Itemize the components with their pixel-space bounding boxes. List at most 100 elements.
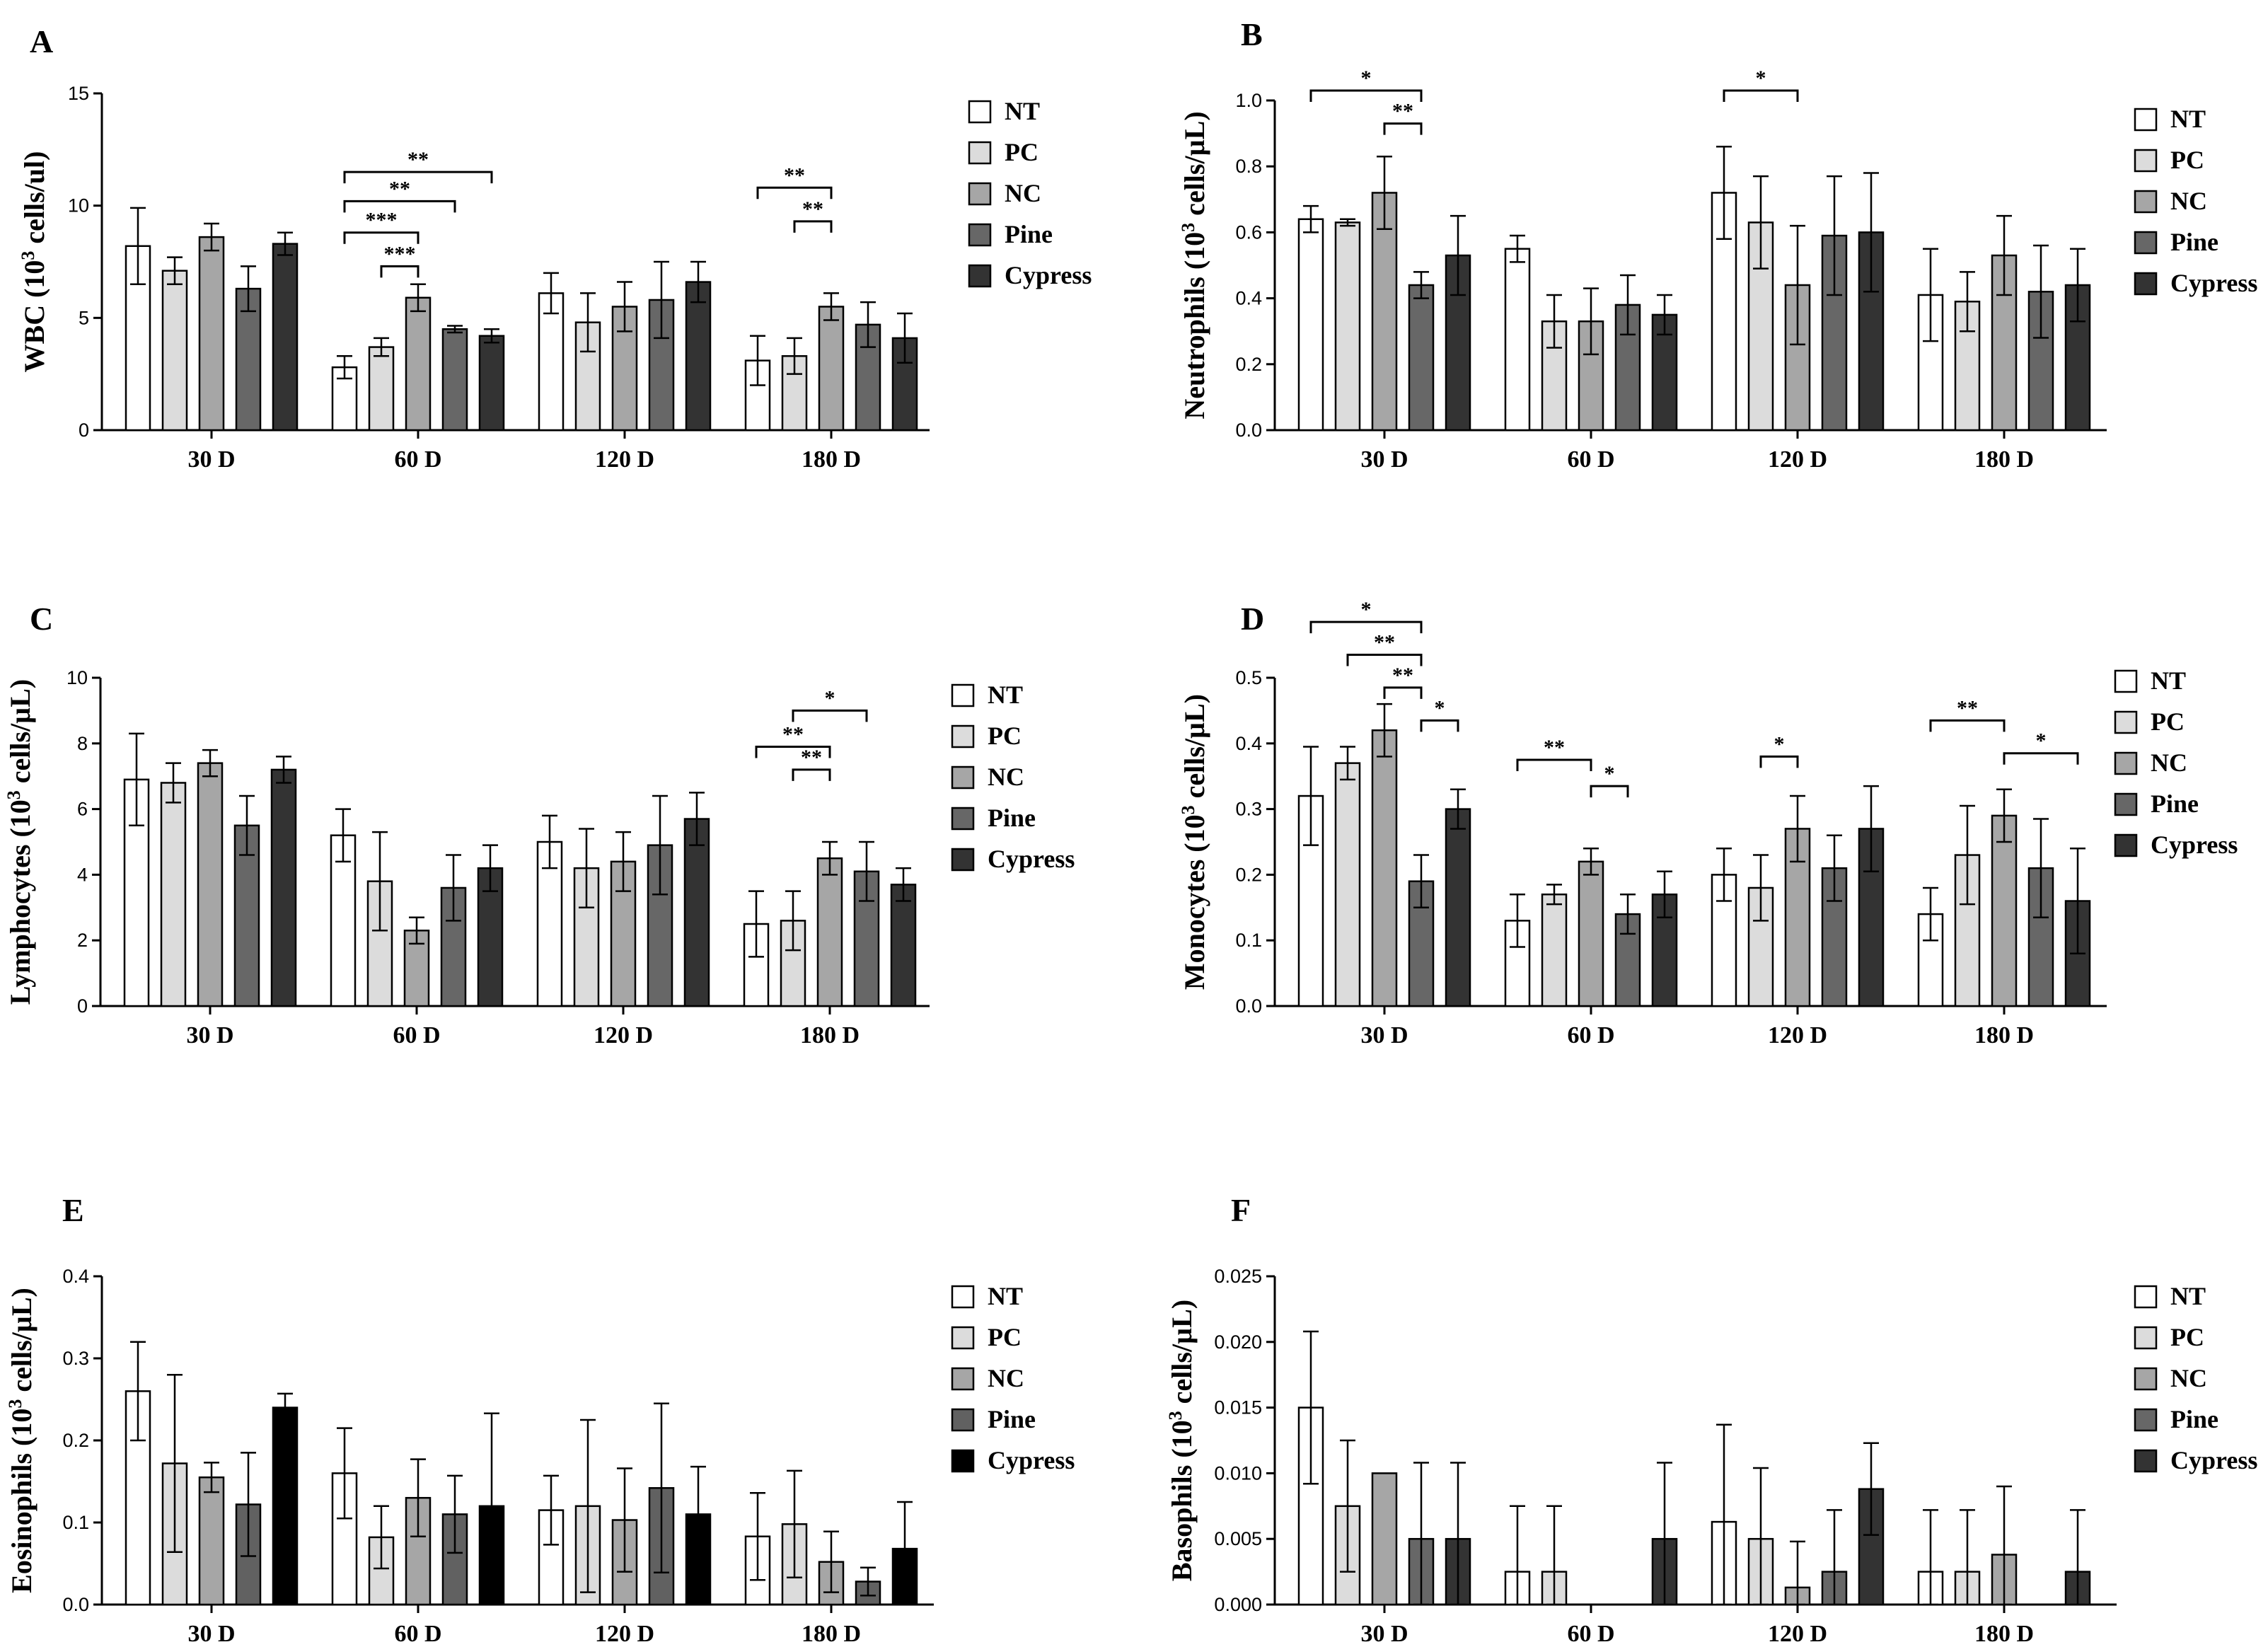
legend-swatch-pc: [2134, 1326, 2158, 1350]
legend-label-pc: PC: [2170, 146, 2204, 174]
significance-bracket: [1929, 719, 2006, 732]
significance-label: *: [1756, 67, 1766, 90]
legend-label-pine: Pine: [988, 804, 1036, 832]
bar-nc: [1991, 814, 2018, 1007]
y-tick-label: 0.4: [1235, 288, 1262, 309]
bar-nt: [330, 834, 357, 1007]
legend-swatch-nc: [951, 1367, 975, 1391]
legend-label-pine: Pine: [2151, 790, 2199, 818]
bar-cypress: [683, 818, 710, 1007]
legend-swatch-nt: [951, 1285, 975, 1309]
y-tick-label: 0.3: [1235, 799, 1262, 820]
y-tick-label: 10: [68, 195, 89, 216]
significance-bracket: [343, 231, 420, 244]
bar-cypress: [1445, 808, 1471, 1007]
y-axis-label-rest: cells/µL): [1179, 111, 1210, 222]
legend-label-nc: NC: [988, 763, 1024, 791]
significance-label: **: [1957, 696, 1978, 720]
significance-label: **: [802, 197, 823, 221]
y-tick-label: 1.0: [1235, 90, 1262, 111]
x-tick-label: 30 D: [1360, 446, 1408, 473]
bar-nt: [1711, 192, 1737, 432]
y-tick-label: 0.4: [1235, 733, 1262, 754]
y-axis-label-rest: cells/µL): [1179, 694, 1210, 805]
y-axis-label-main: Monocytes (10: [1179, 814, 1210, 990]
x-tick-label: 120 D: [1768, 1022, 1827, 1048]
significance-label: **: [389, 177, 410, 200]
significance-label: **: [1374, 631, 1395, 654]
x-tick-label: 180 D: [1974, 1022, 2034, 1048]
y-axis-label-main: Neutrophils (10: [1179, 232, 1210, 420]
significance-label: *: [2036, 729, 2047, 753]
significance-label: **: [782, 722, 804, 746]
bar-cypress: [272, 1406, 299, 1606]
bar-pine: [1408, 284, 1435, 432]
x-tick-label: 180 D: [802, 1621, 861, 1647]
bar-pc: [368, 346, 395, 432]
y-tick-label: 0.3: [62, 1348, 89, 1369]
y-tick-label: 0.005: [1214, 1528, 1262, 1549]
legend-swatch-pine: [2114, 792, 2138, 816]
y-axis-label-rest: cells/ul): [18, 151, 50, 251]
x-tick-label: 60 D: [394, 1621, 441, 1647]
significance-bracket: [792, 768, 831, 781]
significance-bracket: [343, 171, 493, 184]
significance-bracket: [1759, 755, 1799, 768]
legend-label-nt: NT: [1005, 97, 1040, 125]
legend-swatch-pine: [951, 807, 975, 831]
x-tick-label: 120 D: [595, 446, 654, 473]
y-tick-label: 0.1: [1235, 930, 1262, 951]
significance-bracket: [755, 745, 831, 758]
legend-label-nt: NT: [2151, 666, 2186, 695]
y-tick-label: 0.025: [1214, 1266, 1262, 1287]
bar-cypress: [1858, 231, 1885, 432]
significance-label: ***: [366, 209, 398, 232]
x-tick-label: 30 D: [186, 1022, 233, 1048]
y-tick-label: 0.1: [62, 1512, 89, 1533]
x-tick-label: 120 D: [595, 1621, 654, 1647]
bar-nc: [1991, 254, 2018, 432]
significance-label: **: [407, 148, 429, 171]
significance-label: **: [1392, 664, 1413, 687]
significance-bracket: [756, 186, 833, 200]
y-tick-label: 0.0: [1235, 420, 1262, 441]
bar-nc: [197, 762, 224, 1007]
bar-cypress: [478, 335, 505, 432]
y-tick-label: 0.015: [1214, 1397, 1262, 1418]
bar-pc: [161, 270, 188, 432]
bar-nc: [1578, 860, 1604, 1007]
legend-swatch-nt: [968, 100, 992, 124]
legend-label-cypress: Cypress: [2151, 831, 2238, 859]
y-axis-label-main: Lymphocytes (10: [4, 799, 36, 1005]
y-axis-label: WBC (103 cells/ul): [18, 151, 50, 373]
significance-bracket: [792, 709, 868, 722]
panel-a: A 0 5 10 15 WBC (103 cells/ul) 30 D 60 D 120 D 18…: [18, 23, 1092, 473]
bar-nc: [1371, 729, 1398, 1007]
y-tick-label: 15: [68, 83, 89, 104]
panel-e: E 0.0 0.1 0.2 0.3 0.4 Eosinophils (103 cells/µ…: [5, 1192, 1075, 1647]
significance-label: *: [1774, 732, 1785, 756]
y-tick-label: 0: [79, 420, 89, 441]
legend-label-pine: Pine: [988, 1405, 1036, 1433]
legend-swatch-cypress: [2134, 272, 2158, 296]
bar-nc: [405, 296, 432, 432]
legend-swatch-pc: [951, 724, 975, 749]
panel-letter: B: [1241, 16, 1263, 52]
legend-swatch-pc: [951, 1326, 975, 1350]
legend-label-nt: NT: [988, 1282, 1023, 1310]
significance-bracket: [1346, 654, 1423, 666]
panel-c: C 0 2 4 6 8 10 Lymphocytes (103 cells/µL) 30 D 60…: [4, 601, 1075, 1048]
legend-label-nt: NT: [2170, 1282, 2206, 1310]
legend-label-nt: NT: [988, 681, 1023, 709]
y-tick-label: 0.8: [1235, 156, 1262, 177]
legend-label-pine: Pine: [2170, 228, 2218, 256]
x-tick-label: 30 D: [187, 446, 235, 473]
legend-swatch-cypress: [2114, 833, 2138, 857]
y-axis-label-main: WBC (10: [18, 260, 50, 373]
legend-label-cypress: Cypress: [1005, 261, 1092, 289]
panel-letter: E: [62, 1192, 84, 1228]
significance-bracket: [2003, 752, 2079, 765]
legend-swatch-pc: [2134, 149, 2158, 173]
legend-swatch-pc: [2114, 710, 2138, 734]
